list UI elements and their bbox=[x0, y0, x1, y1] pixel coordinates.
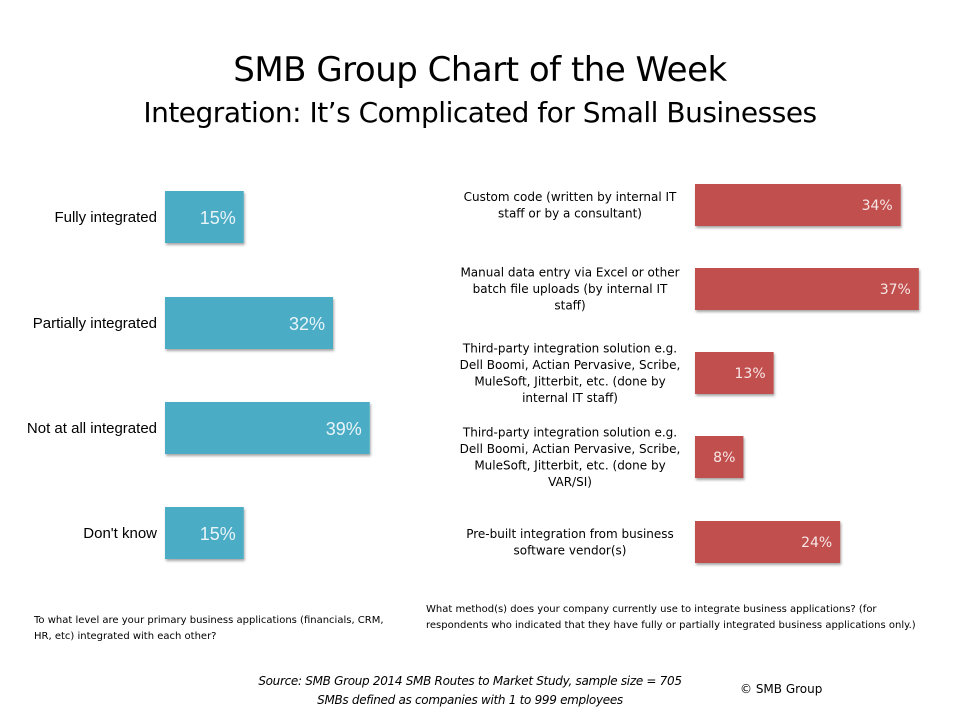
bar-row: Third-party integration solution e.g. Del… bbox=[460, 341, 774, 405]
data-label: 34% bbox=[862, 198, 893, 214]
integration-level-chart: Fully integrated 15% Partially integrated 3… bbox=[27, 191, 370, 559]
data-label: 37% bbox=[880, 282, 911, 298]
category-label: Fully integrated bbox=[54, 209, 157, 226]
chart-title: SMB Group Chart of the Week bbox=[233, 50, 727, 90]
category-label: Third-party integration solution e.g. Del… bbox=[460, 341, 681, 405]
bar bbox=[695, 184, 901, 226]
bar-row: Don't know 15% bbox=[83, 507, 244, 559]
category-label: Pre-built integration from business softw… bbox=[466, 527, 674, 558]
bar bbox=[695, 521, 841, 563]
bar-row: Fully integrated 15% bbox=[54, 191, 244, 243]
source-line-2: SMBs defined as companies with 1 to 999 … bbox=[317, 693, 623, 707]
left-question-note: To what level are your primary business … bbox=[34, 615, 384, 642]
bar-row: Pre-built integration from business softw… bbox=[466, 521, 841, 563]
bar bbox=[165, 297, 333, 349]
data-label: 15% bbox=[200, 524, 236, 544]
data-label: 15% bbox=[200, 208, 236, 228]
copyright: © SMB Group bbox=[740, 682, 823, 696]
category-label: Custom code (written by internal IT staff… bbox=[464, 190, 677, 221]
bar-row: Partially integrated 32% bbox=[33, 297, 333, 349]
data-label: 8% bbox=[713, 450, 735, 466]
category-label: Not at all integrated bbox=[27, 420, 157, 437]
category-label: Manual data entry via Excel or other batc… bbox=[460, 266, 679, 313]
data-label: 13% bbox=[735, 366, 766, 382]
bar bbox=[165, 402, 370, 454]
data-label: 32% bbox=[289, 314, 325, 334]
category-label: Partially integrated bbox=[33, 315, 157, 332]
bar-row: Manual data entry via Excel or other batc… bbox=[460, 266, 919, 313]
data-label: 39% bbox=[326, 419, 362, 439]
right-question-note: What method(s) does your company current… bbox=[426, 604, 916, 631]
integration-method-chart: Custom code (written by internal IT staff… bbox=[460, 184, 919, 563]
bar bbox=[695, 436, 744, 478]
bar-row: Custom code (written by internal IT staff… bbox=[464, 184, 901, 226]
category-label: Don't know bbox=[83, 525, 157, 542]
bar-row: Not at all integrated 39% bbox=[27, 402, 370, 454]
source-line-1: Source: SMB Group 2014 SMB Routes to Mar… bbox=[258, 674, 682, 688]
bar bbox=[695, 352, 774, 394]
chart-subtitle: Integration: It’s Complicated for Small … bbox=[143, 96, 817, 129]
bar bbox=[165, 507, 244, 559]
bar bbox=[695, 268, 919, 310]
category-label: Third-party integration solution e.g. Del… bbox=[460, 425, 681, 489]
bar-row: Third-party integration solution e.g. Del… bbox=[460, 425, 744, 489]
data-label: 24% bbox=[801, 535, 832, 551]
source-note: Source: SMB Group 2014 SMB Routes to Mar… bbox=[200, 672, 740, 710]
bar bbox=[165, 191, 244, 243]
